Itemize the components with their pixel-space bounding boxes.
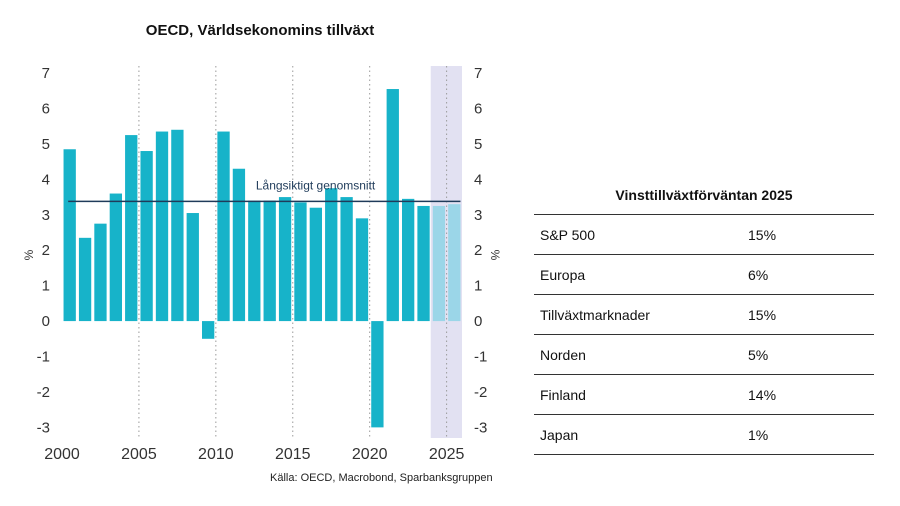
- y-tick-label-left: -2: [37, 384, 50, 401]
- x-tick-label: 2025: [429, 446, 465, 463]
- bar: [232, 168, 246, 322]
- bar: [325, 188, 338, 322]
- bar: [355, 218, 369, 322]
- y-tick-label-right: 1: [474, 278, 482, 295]
- y-tick-label-right: 4: [474, 171, 482, 188]
- row-label: Tillväxtmarknader: [534, 294, 742, 335]
- table-title: Vinsttillväxtförväntan 2025: [615, 187, 793, 203]
- y-tick-label-left: -1: [37, 349, 50, 366]
- y-tick-label-right: 5: [474, 136, 482, 153]
- bar: [63, 149, 76, 322]
- bar: [402, 198, 415, 322]
- y-tick-label-left: 7: [42, 65, 50, 82]
- bar: [140, 151, 153, 322]
- y-unit-left: %: [22, 249, 36, 260]
- y-tick-label-left: 3: [42, 207, 50, 224]
- bar: [340, 197, 353, 322]
- y-tick-label-left: 6: [42, 101, 50, 118]
- x-tick-label: 2000: [44, 446, 80, 463]
- earnings-growth-table: S&P 500 15% Europa 6% Tillväxtmarknader …: [534, 214, 874, 455]
- bar: [263, 200, 276, 322]
- bar: [109, 193, 122, 322]
- bar: [432, 205, 446, 322]
- bar: [386, 89, 399, 322]
- bar: [448, 204, 461, 322]
- y-tick-label-right: 2: [474, 242, 482, 259]
- y-tick-label-right: -1: [474, 349, 487, 366]
- bar: [371, 321, 384, 428]
- bar: [186, 213, 199, 322]
- table-row: Tillväxtmarknader 15%: [534, 294, 874, 335]
- table-row: S&P 500 15%: [534, 214, 874, 255]
- bar: [155, 131, 169, 322]
- row-label: Europa: [534, 254, 742, 295]
- x-tick-label: 2005: [121, 446, 157, 463]
- bar: [94, 223, 107, 322]
- growth-bar-chart: Långsiktigt genomsnitt 7 7 6 6 5 5 4 4 3 3 2 2 1 1 0 0 -1…: [22, 65, 502, 463]
- bar: [171, 129, 184, 322]
- y-tick-label-left: 5: [42, 136, 50, 153]
- table-row: Finland 14%: [534, 374, 874, 415]
- y-tick-label-right: 6: [474, 101, 482, 118]
- chart-title: OECD, Världsekonomins tillväxt: [145, 22, 375, 39]
- bar: [217, 131, 230, 322]
- y-tick-label-left: -3: [37, 419, 50, 436]
- y-tick-label-right: -3: [474, 419, 487, 436]
- y-tick-label-left: 4: [42, 171, 50, 188]
- bar: [278, 197, 292, 322]
- row-label: S&P 500: [534, 214, 742, 255]
- source-note: Källa: OECD, Macrobond, Sparbanksgruppen: [270, 472, 493, 484]
- y-tick-label-left: 0: [42, 313, 50, 330]
- x-tick-label: 2010: [198, 446, 234, 463]
- table-row: Norden 5%: [534, 334, 874, 375]
- row-value: 15%: [742, 294, 874, 335]
- bar: [125, 135, 138, 322]
- y-tick-label-left: 1: [42, 278, 50, 295]
- y-unit-right: %: [488, 250, 502, 261]
- bar: [294, 202, 307, 322]
- table-row: Europa 6%: [534, 254, 874, 295]
- y-tick-label-right: -2: [474, 384, 487, 401]
- y-tick-label-left: 2: [42, 242, 50, 259]
- row-value: 6%: [742, 254, 874, 295]
- row-label: Japan: [534, 414, 742, 455]
- y-tick-label-right: 3: [474, 207, 482, 224]
- row-value: 15%: [742, 214, 874, 255]
- bar: [78, 237, 92, 322]
- row-label: Finland: [534, 374, 742, 415]
- row-value: 5%: [742, 334, 874, 375]
- row-label: Norden: [534, 334, 742, 375]
- table-row: Japan 1%: [534, 414, 874, 455]
- bar: [417, 205, 430, 322]
- bar: [309, 207, 322, 322]
- bar: [202, 321, 215, 339]
- y-tick-label-right: 7: [474, 65, 482, 82]
- bar: [248, 200, 261, 322]
- x-tick-label: 2020: [352, 446, 388, 463]
- x-tick-label: 2015: [275, 446, 311, 463]
- reference-line-label: Långsiktigt genomsnitt: [256, 178, 376, 192]
- y-tick-label-right: 0: [474, 313, 482, 330]
- row-value: 14%: [742, 374, 874, 415]
- row-value: 1%: [742, 414, 874, 455]
